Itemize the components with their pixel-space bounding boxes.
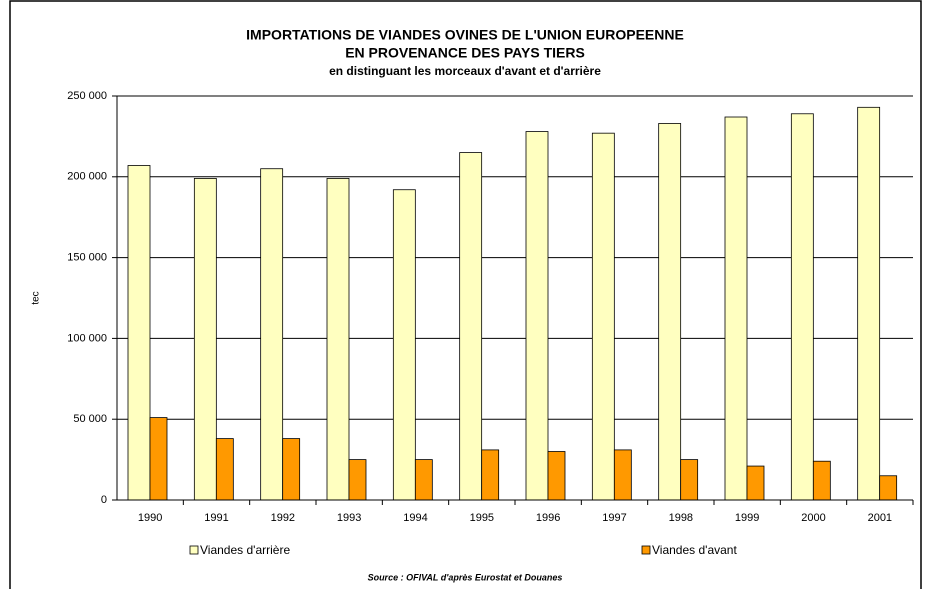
y-tick-label: 250 000 — [67, 90, 107, 102]
frame — [9, 0, 922, 589]
x-tick-label: 2000 — [801, 512, 825, 524]
bar — [260, 168, 284, 501]
x-tick-label: 1999 — [735, 512, 759, 524]
x-tick-label: 1991 — [204, 512, 228, 524]
y-axis-label: tec — [31, 291, 42, 304]
legend-swatch — [189, 545, 199, 555]
bar — [525, 131, 549, 501]
bar — [591, 132, 615, 501]
x-tick-label: 1992 — [271, 512, 295, 524]
bar — [724, 116, 748, 501]
y-tick-label: 150 000 — [67, 252, 107, 264]
bar — [215, 438, 234, 501]
bar — [746, 465, 765, 501]
chart-subtitle: en distinguant les morceaux d'avant et d… — [329, 64, 601, 78]
bar — [481, 449, 500, 501]
x-tick-label: 1990 — [138, 512, 162, 524]
bar — [790, 113, 814, 501]
bar — [459, 152, 483, 501]
y-tick-label: 0 — [101, 494, 107, 506]
x-tick-label: 1993 — [337, 512, 361, 524]
y-tick-label: 200 000 — [67, 171, 107, 183]
bar — [680, 459, 699, 501]
y-tick-label: 100 000 — [67, 332, 107, 344]
legend-label: Viandes d'arrière — [200, 543, 290, 557]
legend-swatch — [641, 545, 651, 555]
bar — [392, 189, 416, 501]
bar — [414, 459, 433, 501]
bar — [193, 178, 217, 501]
y-tick-label: 50 000 — [73, 413, 107, 425]
bar — [282, 438, 301, 501]
bar — [127, 165, 151, 501]
x-tick-label: 1998 — [669, 512, 693, 524]
legend-label: Viandes d'avant — [652, 543, 737, 557]
chart-title: IMPORTATIONS DE VIANDES OVINES DE L'UNIO… — [246, 27, 684, 43]
bar — [348, 459, 367, 501]
x-tick-label: 1997 — [602, 512, 626, 524]
x-tick-label: 2001 — [868, 512, 892, 524]
bar — [326, 178, 350, 501]
bar — [613, 449, 632, 501]
bar — [857, 106, 881, 501]
bar — [812, 460, 831, 501]
x-tick-label: 1996 — [536, 512, 560, 524]
source: Source : OFIVAL d'après Eurostat et Doua… — [368, 572, 563, 582]
bar — [149, 417, 168, 501]
chart-title-line2: EN PROVENANCE DES PAYS TIERS — [345, 45, 585, 61]
bar — [658, 123, 682, 501]
bar — [879, 475, 898, 501]
x-tick-label: 1995 — [470, 512, 494, 524]
x-tick-label: 1994 — [403, 512, 427, 524]
bar — [547, 451, 566, 501]
